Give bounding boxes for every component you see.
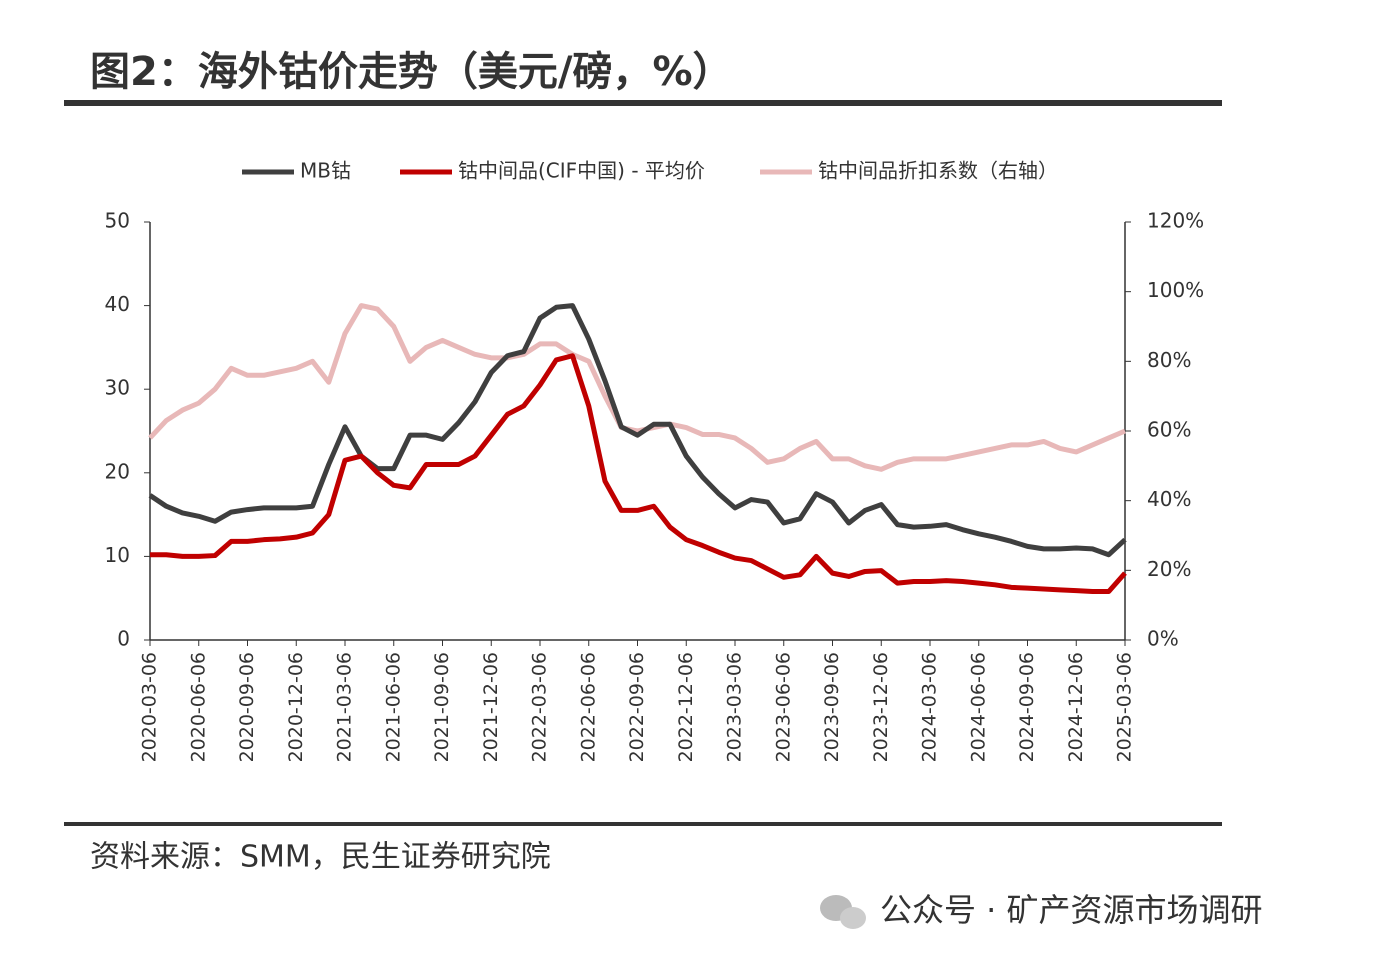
x-tick-label: 2024-12-06: [1065, 652, 1087, 762]
title-rule: [64, 100, 1222, 106]
y-tick-label: 0: [117, 627, 130, 651]
series-line: [150, 353, 1127, 595]
series-line: [148, 303, 1127, 558]
y2-tick-label: 60%: [1147, 418, 1191, 442]
x-tick-label: 2022-12-06: [675, 652, 697, 762]
y-tick-label: 50: [105, 209, 130, 233]
x-tick-label: 2020-09-06: [236, 652, 258, 762]
x-tick-label: 2025-03-06: [1114, 652, 1136, 762]
x-tick-label: 2021-12-06: [480, 652, 502, 762]
x-tick-label: 2020-03-06: [139, 652, 161, 762]
y2-tick-label: 80%: [1147, 348, 1191, 372]
x-tick-label: 2022-03-06: [529, 652, 551, 762]
y2-tick-label: 0%: [1147, 627, 1179, 651]
x-tick-label: 2024-03-06: [919, 652, 941, 762]
x-tick-label: 2021-03-06: [334, 652, 356, 762]
x-tick-label: 2024-09-06: [1016, 652, 1038, 762]
legend-label: MB钴: [300, 159, 351, 183]
chart-title: 图2：海外钴价走势（美元/磅，%）: [90, 49, 733, 95]
y-tick-label: 30: [105, 376, 130, 400]
y-tick-label: 10: [105, 543, 130, 567]
y2-tick-label: 20%: [1147, 557, 1191, 581]
x-tick-label: 2020-12-06: [285, 652, 307, 762]
source: 资料来源：SMM，民生证券研究院: [90, 840, 551, 875]
y-tick-label: 40: [105, 292, 130, 316]
x-tick-label: 2023-09-06: [821, 652, 843, 762]
x-tick-label: 2023-03-06: [724, 652, 746, 762]
y2-tick-label: 100%: [1147, 278, 1204, 302]
series-line: [148, 303, 1126, 472]
x-tick-label: 2024-06-06: [967, 652, 989, 762]
wechat-icon: [820, 895, 866, 929]
source-rule: [64, 822, 1222, 826]
x-tick-label: 2020-06-06: [187, 652, 209, 762]
x-tick-label: 2021-06-06: [382, 652, 404, 762]
x-tick-label: 2021-09-06: [431, 652, 453, 762]
y2-tick-label: 120%: [1147, 209, 1204, 233]
x-tick-label: 2023-12-06: [870, 652, 892, 762]
legend-label: 钴中间品折扣系数（右轴）: [818, 159, 1058, 183]
legend-label: 钴中间品(CIF中国) - 平均价: [458, 159, 705, 183]
x-tick-label: 2023-06-06: [772, 652, 794, 762]
y2-tick-label: 40%: [1147, 487, 1191, 511]
x-tick-label: 2022-06-06: [577, 652, 599, 762]
x-tick-label: 2022-09-06: [626, 652, 648, 762]
y-tick-label: 20: [105, 459, 130, 483]
watermark: 公众号 · 矿产资源市场调研: [880, 891, 1263, 929]
